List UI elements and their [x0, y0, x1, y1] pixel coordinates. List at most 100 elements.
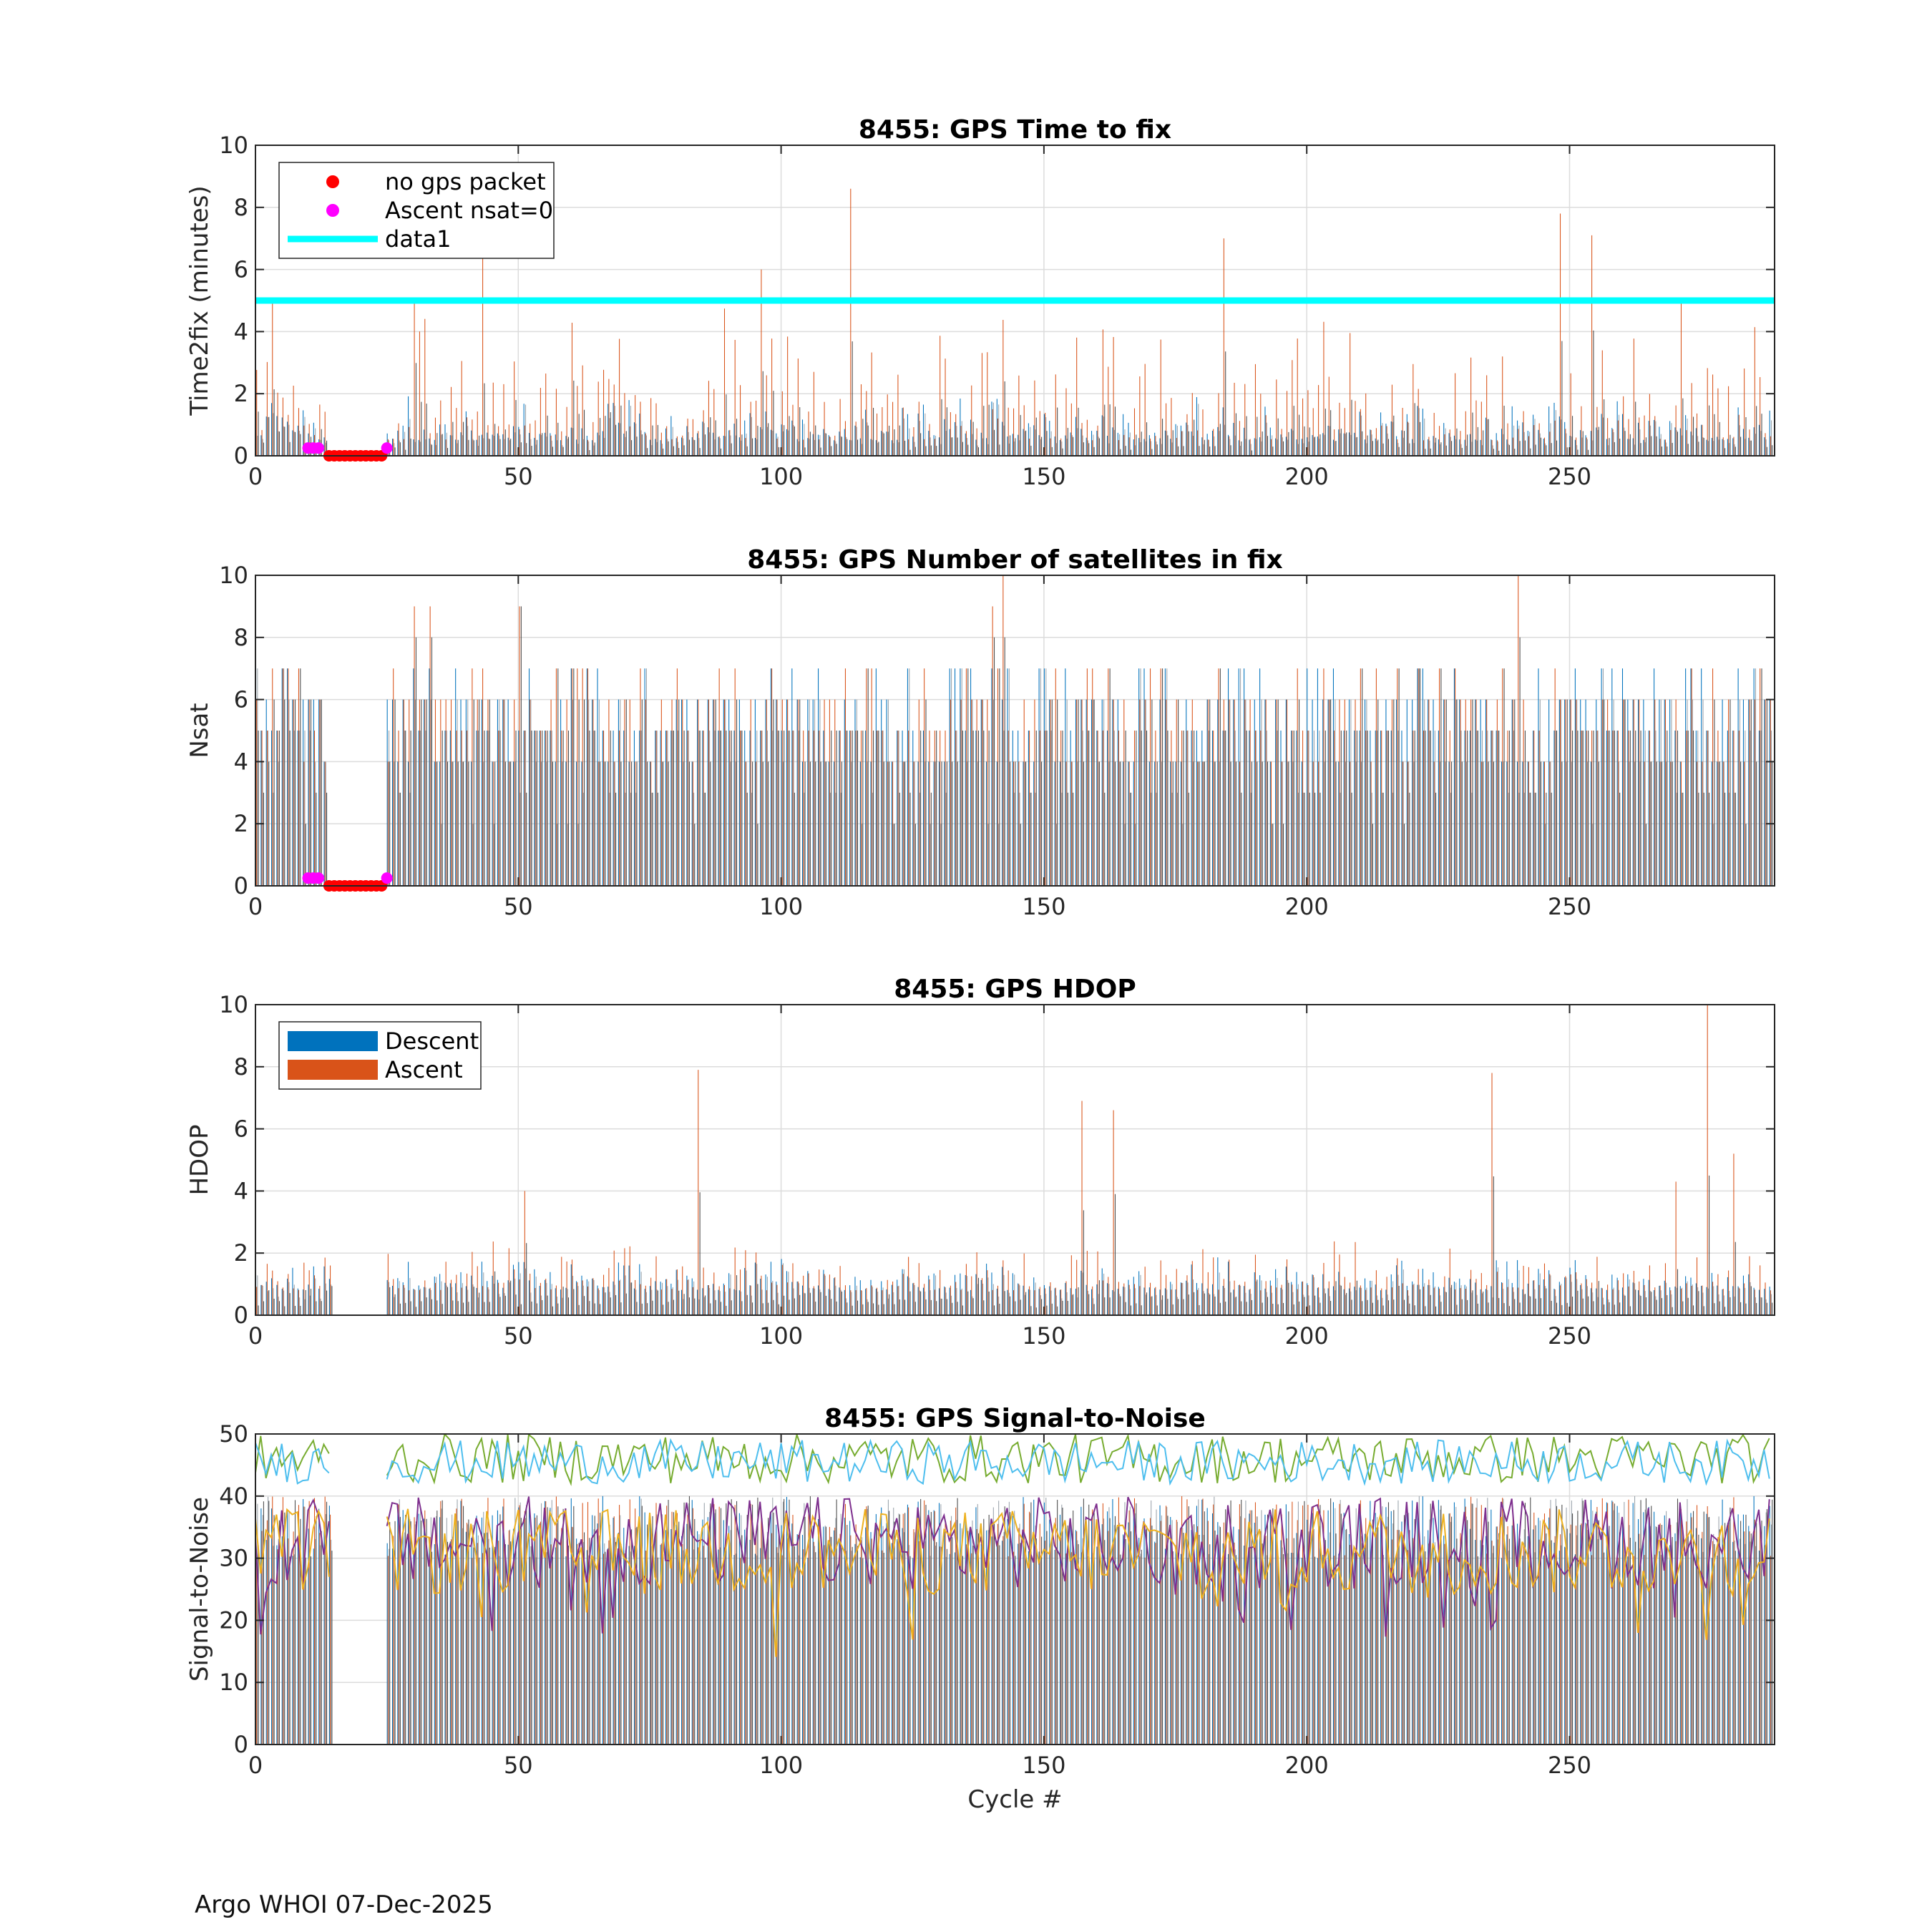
- bar: [1038, 435, 1040, 456]
- bar: [1219, 431, 1220, 456]
- bar: [1292, 761, 1294, 886]
- snr-bar: [997, 1523, 999, 1745]
- snr-bar: [1201, 1499, 1203, 1745]
- snr-bar: [1172, 1551, 1174, 1745]
- bar: [983, 1300, 985, 1315]
- snr-bar: [1533, 1512, 1535, 1745]
- bar: [1302, 398, 1304, 456]
- bar: [1448, 1277, 1450, 1315]
- bar: [557, 422, 559, 456]
- bar: [773, 699, 774, 886]
- snr-bar: [1219, 1526, 1220, 1745]
- snr-bar: [1409, 1530, 1410, 1745]
- bar: [1282, 761, 1283, 886]
- bar: [1250, 444, 1252, 456]
- bar: [492, 761, 494, 886]
- bar: [1055, 668, 1056, 886]
- chart-title: 8455: GPS HDOP: [894, 975, 1136, 1004]
- snr-bar: [426, 1518, 427, 1745]
- bar: [1735, 447, 1736, 456]
- bar: [1639, 761, 1641, 886]
- bar: [1430, 731, 1431, 886]
- bar: [1240, 668, 1241, 886]
- snr-bar: [1367, 1531, 1368, 1745]
- snr-bar: [1423, 1554, 1425, 1745]
- snr-bar: [1219, 1527, 1221, 1745]
- bar: [1664, 699, 1665, 886]
- bar: [258, 411, 259, 456]
- bar: [698, 1299, 700, 1315]
- bar: [300, 1306, 301, 1315]
- bar: [980, 432, 982, 456]
- bar: [678, 448, 680, 456]
- bar: [1387, 731, 1389, 886]
- snr-bar: [668, 1500, 669, 1745]
- snr-bar: [1602, 1533, 1604, 1745]
- bar: [425, 439, 426, 456]
- bar: [1259, 437, 1261, 456]
- bar: [1267, 761, 1269, 886]
- bar: [768, 761, 769, 886]
- bar: [1245, 1292, 1246, 1315]
- bar: [271, 1278, 273, 1315]
- snr-bar: [1753, 1496, 1755, 1745]
- bar: [860, 731, 862, 886]
- bar: [754, 438, 756, 456]
- bar: [1445, 1292, 1446, 1315]
- bar: [287, 668, 288, 886]
- bar: [1417, 668, 1418, 886]
- bar: [1262, 431, 1263, 456]
- bar: [503, 384, 504, 456]
- snr-bar: [1529, 1551, 1531, 1745]
- bar: [768, 1302, 769, 1315]
- snr-bar: [1260, 1531, 1262, 1745]
- bar: [502, 699, 504, 886]
- bar: [424, 1280, 426, 1315]
- bar: [1719, 1301, 1720, 1315]
- bar: [761, 731, 763, 886]
- bar: [1558, 1282, 1560, 1315]
- bar: [972, 731, 974, 886]
- bar: [987, 444, 989, 456]
- bar: [1213, 429, 1214, 456]
- snr-bar: [1612, 1501, 1614, 1745]
- x-tick-label: 250: [1548, 463, 1591, 490]
- bar: [623, 1265, 625, 1315]
- bar: [278, 431, 279, 456]
- snr-bar: [1020, 1543, 1021, 1745]
- snr-bar: [702, 1519, 703, 1745]
- bar: [723, 1283, 724, 1315]
- bar: [1222, 1286, 1224, 1315]
- bar: [1748, 437, 1750, 456]
- bar: [681, 699, 683, 886]
- bar: [1040, 439, 1041, 456]
- bar: [768, 423, 769, 456]
- bar: [1629, 761, 1630, 886]
- bar: [281, 1289, 283, 1315]
- bar: [862, 1304, 864, 1315]
- bar: [1143, 668, 1145, 886]
- bar: [1569, 436, 1571, 456]
- bar: [956, 1288, 957, 1315]
- snr-bar: [610, 1538, 611, 1745]
- snr-bar: [1118, 1497, 1119, 1745]
- snr-bar: [1750, 1541, 1751, 1745]
- bar: [877, 442, 879, 456]
- bar: [518, 426, 519, 456]
- bar: [829, 699, 830, 886]
- snr-bar: [1559, 1534, 1561, 1745]
- snr-bar: [261, 1531, 263, 1745]
- snr-bar: [866, 1506, 867, 1745]
- snr-bar: [620, 1543, 622, 1745]
- bar: [1093, 1304, 1095, 1315]
- bar: [651, 445, 653, 456]
- bar: [1643, 439, 1644, 456]
- bar: [922, 1287, 924, 1315]
- bar: [734, 1247, 736, 1315]
- bar: [1348, 432, 1350, 456]
- bar: [1621, 1287, 1624, 1315]
- bar: [1133, 439, 1134, 456]
- bar: [1307, 390, 1309, 456]
- snr-bar: [1288, 1511, 1289, 1745]
- bar: [972, 1298, 974, 1315]
